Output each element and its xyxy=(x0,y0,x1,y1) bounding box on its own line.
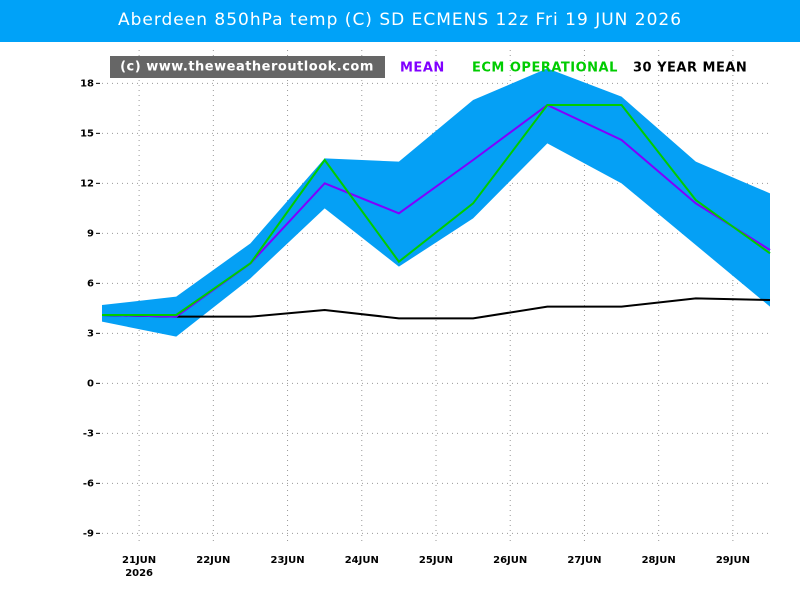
x-tick-label: 26JUN xyxy=(493,555,527,566)
y-tick-label: 12 xyxy=(80,178,94,189)
x-tick-label: 24JUN xyxy=(345,555,379,566)
y-tick-label: -6 xyxy=(83,478,94,489)
series-line xyxy=(102,104,771,316)
y-tick-label: 18 xyxy=(80,78,94,89)
y-tick-label: 0 xyxy=(87,378,94,389)
plot-area: 18 15 12 9 6 3 0 -3 -6 -9 21JUN 2026 22JUN 23JUN 24JUN… xyxy=(80,50,771,579)
y-tick-label: 6 xyxy=(87,278,94,289)
legend-entry: ECM OPERATIONAL xyxy=(472,61,618,76)
legend-entry: 30 YEAR MEAN xyxy=(633,61,747,76)
y-tick-label: 9 xyxy=(87,228,94,239)
x-tick-label: 25JUN xyxy=(419,555,453,566)
x-year-label: 2026 xyxy=(125,568,153,579)
x-tick-label: 22JUN xyxy=(196,555,230,566)
watermark-box xyxy=(110,56,385,78)
series-line xyxy=(101,297,771,320)
x-tick-label: 23JUN xyxy=(270,555,304,566)
y-tick-label: -3 xyxy=(83,428,94,439)
title-bar xyxy=(0,0,800,42)
watermark: (c) www.theweatheroutlook.com xyxy=(120,60,374,75)
x-tick-label: 29JUN xyxy=(716,555,750,566)
x-tick-label: 27JUN xyxy=(567,555,601,566)
y-tick-label: 15 xyxy=(80,128,94,139)
x-tick-label: 21JUN xyxy=(122,555,156,566)
chart-title: Aberdeen 850hPa temp (C) SD ECMENS 12z F… xyxy=(118,10,682,30)
y-tick-label: -9 xyxy=(83,528,94,539)
y-tick-label: 3 xyxy=(87,328,94,339)
x-tick-label: 28JUN xyxy=(642,555,676,566)
spread-band xyxy=(102,68,770,337)
legend-entry: MEAN xyxy=(400,61,445,76)
